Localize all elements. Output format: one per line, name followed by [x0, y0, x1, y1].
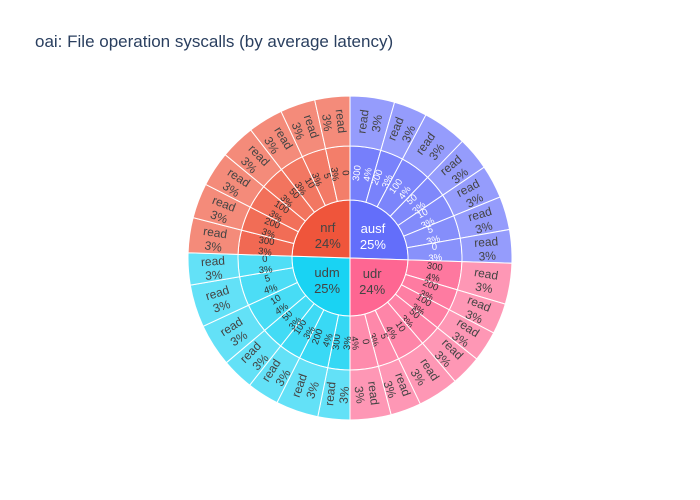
segment-ausf-5-label: 5: [426, 224, 434, 236]
leaf-nrf-300-percent: 3%: [204, 238, 223, 254]
segment-nrf-0-label: 0: [339, 170, 351, 176]
leaf-ausf-5-percent: 3%: [474, 218, 495, 236]
sector-udr-label: udr: [363, 266, 382, 281]
segment-udr-10-label: 10: [393, 319, 408, 334]
sector-nrf-percent: 24%: [315, 236, 341, 251]
leaf-ausf-300-percent: 3%: [369, 114, 385, 133]
sector-ausf[interactable]: ausf25%3004%read3%2003%read3%1004%read3%…: [349, 95, 513, 264]
chart-title: oai: File operation syscalls (by average…: [35, 32, 394, 51]
leaf-nrf-0-label: read: [333, 108, 350, 133]
leaf-udr-0-label: read: [365, 380, 382, 406]
leaf-ausf-300-label: read: [354, 109, 371, 135]
segment-udr-200-label: 200: [421, 278, 440, 294]
leaf-udm-5-percent: 3%: [211, 297, 232, 316]
sector-udm-percent: 25%: [314, 281, 340, 296]
segment-udm-10-label: 10: [269, 293, 284, 308]
segment-nrf-300-label: 300: [258, 235, 275, 248]
sector-udm[interactable]: udm25%3003%read3%2004%read3%1003%read3%5…: [187, 252, 354, 421]
leaf-udr-300-label: read: [473, 265, 499, 283]
segment-nrf-5-label: 5: [321, 172, 333, 181]
leaf-udm-200-percent: 3%: [303, 379, 322, 400]
sector-nrf-label: nrf: [320, 220, 336, 235]
segment-ausf-200-label: 200: [370, 168, 386, 187]
sector-udm-label: udm: [314, 265, 339, 280]
sector-ausf-label: ausf: [361, 221, 386, 236]
segment-ausf-0-label: 0: [431, 242, 437, 253]
leaf-nrf-300-label: read: [202, 224, 228, 241]
segment-nrf-5-percent: 3%: [309, 171, 324, 188]
leaf-udm-300-percent: 3%: [336, 385, 352, 404]
segment-udm-200-label: 200: [310, 328, 326, 347]
leaf-nrf-0-percent: 3%: [319, 113, 335, 132]
segment-udr-0-label: 0: [360, 338, 372, 345]
leaf-udr-300-percent: 3%: [474, 279, 494, 296]
segment-udm-300-percent: 3%: [342, 335, 354, 350]
leaf-ausf-0-percent: 3%: [478, 248, 497, 263]
segment-nrf-200-percent: 3%: [260, 226, 277, 241]
segment-udm-200-percent: 4%: [321, 332, 336, 349]
segment-ausf-10-label: 10: [416, 207, 431, 222]
leaf-udm-5-label: read: [204, 283, 231, 304]
segment-ausf-300-percent: 4%: [362, 167, 375, 183]
segment-udm-0-percent: 3%: [258, 264, 273, 276]
leaf-udm-300-label: read: [322, 381, 338, 406]
sector-udr-percent: 24%: [359, 282, 385, 297]
segment-udr-300-label: 300: [426, 260, 443, 273]
segment-udm-5-label: 5: [263, 273, 271, 285]
segment-udm-5-percent: 4%: [263, 282, 280, 297]
leaf-udm-0-label: read: [200, 254, 225, 270]
segment-udm-0-label: 0: [262, 254, 268, 265]
leaf-udm-0-percent: 3%: [205, 268, 224, 283]
segment-nrf-0-percent: 3%: [328, 167, 341, 182]
leaf-nrf-0-read[interactable]: [314, 95, 351, 150]
segment-udr-5-label: 5: [378, 332, 390, 341]
leaf-nrf-200-percent: 3%: [208, 207, 229, 226]
leaf-ausf-5-label: read: [466, 204, 493, 224]
segment-udr-0-percent: 4%: [348, 336, 361, 352]
segment-nrf-300-percent: 3%: [257, 246, 273, 259]
leaf-ausf-0-label: read: [474, 234, 499, 250]
sector-ausf-percent: 25%: [360, 237, 386, 252]
leaf-nrf-5-percent: 3%: [289, 120, 308, 141]
leaf-udr-0-percent: 3%: [352, 385, 368, 404]
segment-ausf-300-label: 300: [351, 165, 364, 182]
